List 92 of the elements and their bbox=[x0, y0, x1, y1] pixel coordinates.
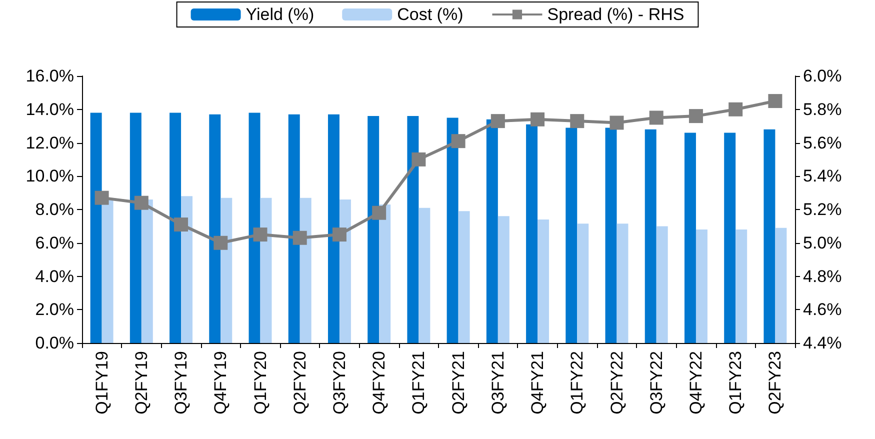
point bbox=[451, 134, 466, 148]
y2-tick-label: 4.8% bbox=[803, 266, 842, 286]
x-tick-label: Q2FY22 bbox=[607, 351, 626, 414]
point bbox=[610, 116, 624, 130]
bar bbox=[181, 196, 193, 343]
bar bbox=[458, 211, 470, 343]
point bbox=[214, 236, 228, 250]
x-tick-label: Q3FY19 bbox=[172, 351, 191, 414]
bar bbox=[418, 208, 430, 343]
y2-tick-label: 5.4% bbox=[803, 166, 842, 186]
point bbox=[292, 230, 307, 245]
y-tick-label: 16.0% bbox=[26, 66, 74, 86]
bar bbox=[130, 112, 142, 343]
bar bbox=[526, 124, 538, 343]
legend-label: Cost (%) bbox=[397, 5, 464, 24]
x-tick-label: Q1FY22 bbox=[568, 351, 587, 414]
x-tick-label: Q1FY19 bbox=[92, 351, 112, 414]
y2-tick-label: 5.0% bbox=[803, 233, 842, 252]
bar bbox=[248, 112, 260, 343]
y-tick-label: 8.0% bbox=[35, 200, 74, 219]
x-tick-label: Q3FY20 bbox=[330, 351, 349, 414]
bar bbox=[764, 129, 776, 343]
bar bbox=[656, 226, 668, 343]
y-tick-label: 2.0% bbox=[35, 300, 74, 320]
point bbox=[530, 112, 545, 126]
bar bbox=[90, 112, 102, 343]
bar bbox=[368, 116, 380, 343]
bar bbox=[605, 128, 617, 343]
bar bbox=[616, 224, 628, 343]
y-tick-label: 10.0% bbox=[26, 166, 74, 186]
bar bbox=[300, 198, 312, 343]
x-tick-label: Q4FY19 bbox=[211, 351, 230, 414]
bar bbox=[736, 230, 748, 343]
y2-tick-label: 4.4% bbox=[803, 334, 842, 352]
point bbox=[768, 94, 782, 108]
bar bbox=[288, 114, 300, 343]
x-tick-label: Q2FY23 bbox=[766, 351, 785, 414]
legend-label: Spread (%) - RHS bbox=[547, 5, 684, 24]
bar bbox=[102, 199, 114, 343]
x-tick-label: Q3FY22 bbox=[646, 351, 666, 414]
y-tick-label: 12.0% bbox=[26, 133, 74, 152]
bar bbox=[644, 129, 656, 343]
point bbox=[412, 152, 426, 166]
x-tick-label: Q4FY21 bbox=[528, 351, 548, 414]
y-tick-label: 4.0% bbox=[35, 266, 74, 286]
bar bbox=[775, 228, 787, 343]
x-tick-label: Q3FY21 bbox=[488, 351, 508, 414]
y2-tick-label: 5.6% bbox=[803, 133, 842, 152]
point bbox=[94, 190, 109, 205]
point bbox=[332, 228, 346, 242]
point bbox=[372, 206, 386, 220]
bar bbox=[486, 119, 498, 343]
y2-tick-label: 4.6% bbox=[803, 300, 842, 320]
bar bbox=[379, 204, 391, 343]
y2-tick-label: 5.2% bbox=[803, 200, 842, 219]
bar bbox=[577, 224, 589, 343]
legend-label: Yield (%) bbox=[246, 5, 314, 24]
x-tick-label: Q2FY21 bbox=[448, 351, 468, 414]
point bbox=[490, 114, 505, 128]
bar bbox=[538, 220, 550, 343]
bar bbox=[684, 132, 696, 343]
point bbox=[174, 218, 188, 232]
y-tick-label: 0.0% bbox=[35, 334, 74, 352]
y-tick-label: 6.0% bbox=[35, 233, 74, 252]
bar bbox=[170, 112, 182, 343]
x-tick-label: Q1FY20 bbox=[250, 351, 270, 414]
bar bbox=[498, 216, 510, 343]
bar bbox=[339, 199, 351, 343]
point bbox=[570, 114, 584, 128]
x-tick-label: Q1FY21 bbox=[409, 351, 428, 414]
bar bbox=[446, 118, 458, 343]
x-tick-label: Q2FY20 bbox=[290, 351, 310, 414]
bar bbox=[566, 128, 578, 343]
bar bbox=[724, 132, 736, 343]
point bbox=[649, 110, 664, 125]
bar bbox=[209, 114, 221, 343]
y2-tick-label: 6.0% bbox=[803, 66, 842, 86]
bar bbox=[328, 114, 340, 343]
y-tick-label: 14.0% bbox=[26, 100, 74, 119]
x-tick-label: Q4FY22 bbox=[686, 351, 706, 414]
y2-tick-label: 5.8% bbox=[803, 100, 842, 119]
bar bbox=[696, 230, 708, 343]
bar bbox=[407, 116, 419, 343]
x-tick-label: Q4FY20 bbox=[370, 351, 389, 414]
point bbox=[134, 196, 148, 210]
x-tick-label: Q1FY23 bbox=[726, 351, 746, 414]
point bbox=[728, 102, 743, 116]
bar bbox=[141, 199, 153, 343]
x-tick-label: Q2FY19 bbox=[132, 351, 151, 414]
point bbox=[253, 228, 268, 242]
point bbox=[688, 109, 703, 124]
bar bbox=[220, 198, 232, 343]
